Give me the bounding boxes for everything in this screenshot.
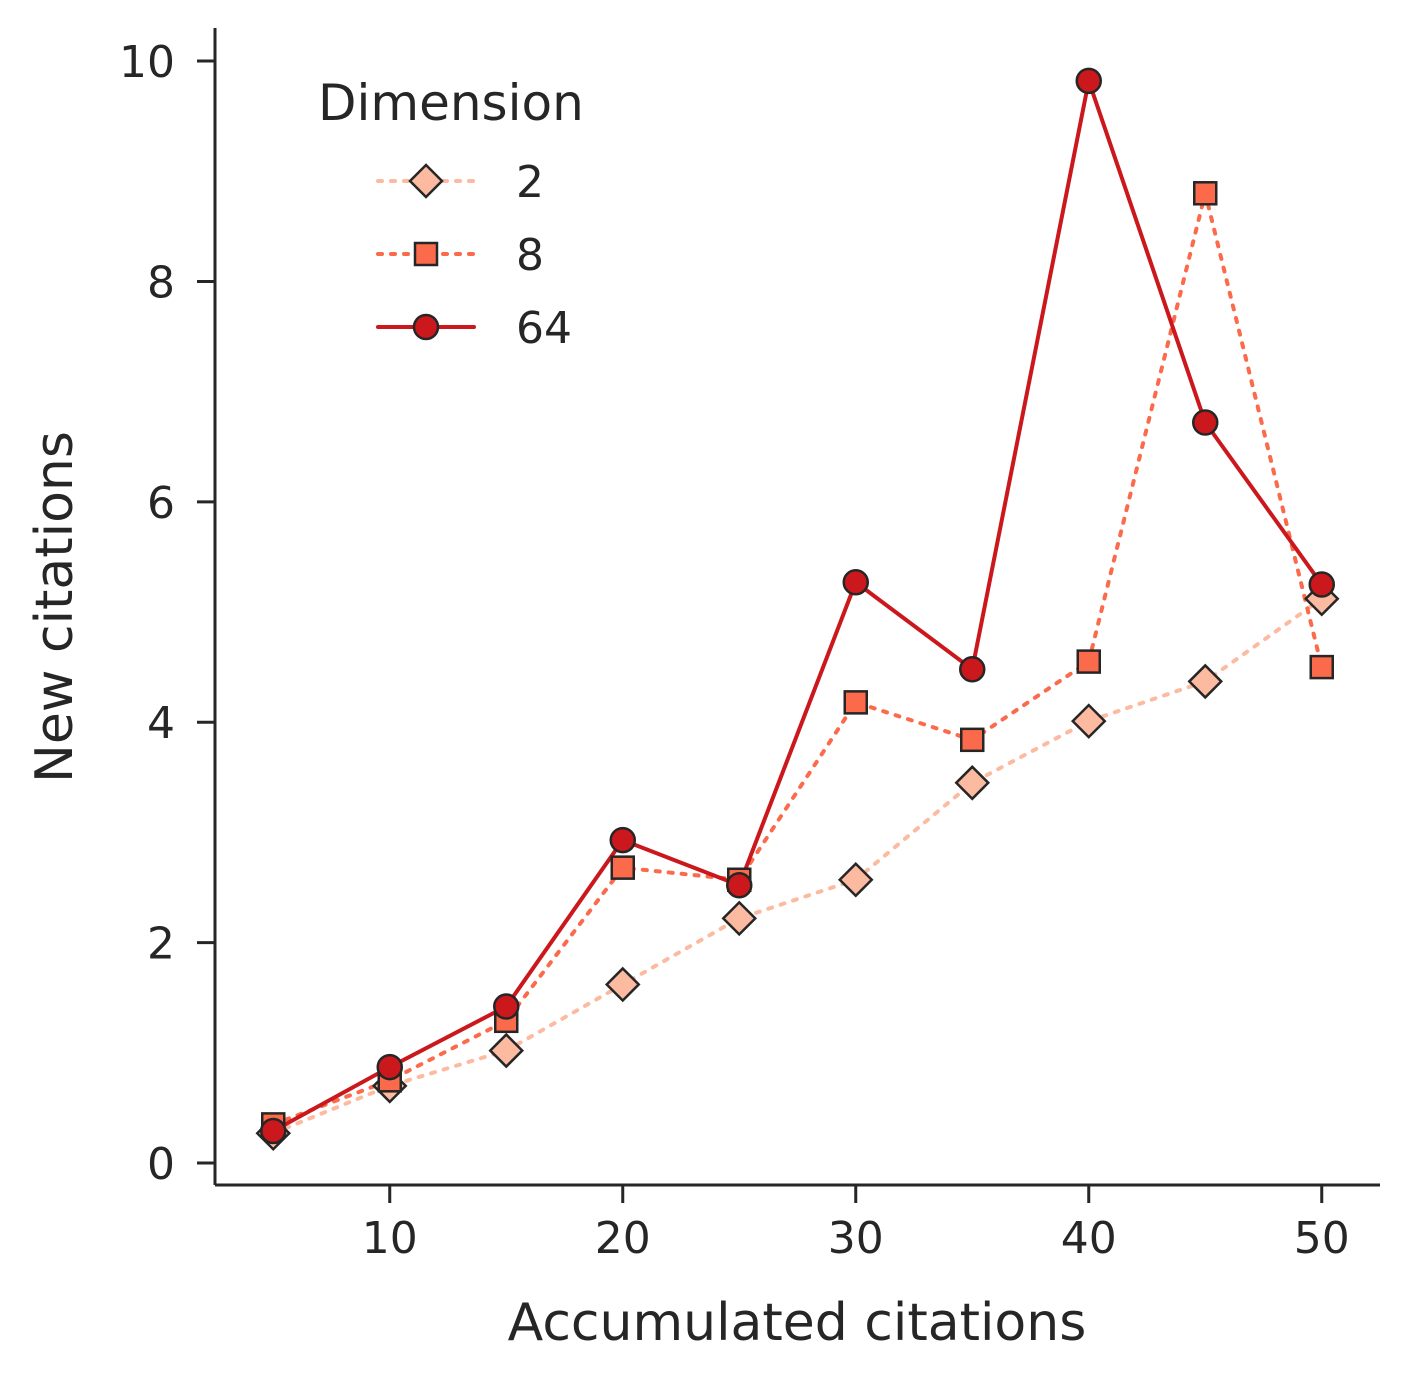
data-point-dim-2 (721, 900, 758, 937)
legend-label-dim-64: 64 (516, 303, 572, 354)
data-point-dim-8 (610, 855, 635, 880)
legend-title: Dimension (318, 74, 584, 132)
x-tick-label: 40 (1061, 1213, 1117, 1264)
data-point-dim-64 (493, 993, 520, 1020)
x-tick-label: 20 (595, 1213, 651, 1264)
legend: Dimension 2 8 64 (318, 74, 584, 354)
data-point-dim-64 (1192, 409, 1219, 436)
data-point-dim-8 (1193, 181, 1218, 206)
data-point-dim-2 (488, 1032, 525, 1069)
x-tick-label: 10 (362, 1213, 418, 1264)
y-axis-title: New citations (25, 431, 85, 783)
data-point-dim-64 (376, 1053, 403, 1081)
axes (213, 28, 1380, 1187)
y-tick-label: 6 (147, 478, 175, 529)
data-point-dim-2 (1070, 703, 1107, 739)
legend-label-dim-8: 8 (516, 230, 544, 281)
y-tick-label: 0 (147, 1139, 175, 1190)
data-point-dim-64 (726, 872, 753, 899)
data-point-dim-64 (260, 1117, 287, 1145)
y-tick-label: 2 (147, 919, 175, 970)
legend-label-dim-2: 2 (516, 157, 544, 208)
x-axis-title: Accumulated citations (508, 1293, 1087, 1353)
legend-marker-dim-2 (408, 163, 444, 199)
data-point-dim-8 (843, 690, 868, 715)
y-tick-label: 10 (119, 37, 175, 88)
data-point-dim-64 (1308, 571, 1335, 598)
series-line-dim-64 (271, 78, 1324, 1134)
y-axis-ticks: 0 2 4 6 8 10 (119, 37, 215, 1190)
y-tick-label: 8 (147, 257, 175, 308)
data-point-dim-2 (1187, 663, 1224, 700)
legend-marker-dim-64 (412, 313, 440, 341)
series-markers (255, 67, 1340, 1151)
x-tick-label: 30 (828, 1213, 884, 1264)
series-lines (271, 78, 1324, 1136)
legend-items: 2 8 64 (376, 157, 572, 354)
data-point-dim-2 (604, 966, 641, 1003)
data-point-dim-8 (960, 727, 985, 753)
data-point-dim-2 (837, 862, 874, 898)
data-point-dim-64 (959, 656, 986, 683)
data-point-dim-64 (609, 826, 636, 854)
data-point-dim-8 (1309, 654, 1334, 680)
y-tick-label: 4 (147, 698, 175, 749)
series-line-dim-2 (271, 596, 1324, 1136)
data-point-dim-64 (842, 569, 869, 596)
data-point-dim-2 (954, 765, 991, 801)
data-point-dim-64 (1075, 67, 1102, 95)
x-axis-ticks: 10 20 30 40 50 (362, 1185, 1350, 1264)
legend-marker-dim-8 (413, 241, 439, 267)
x-tick-label: 50 (1294, 1213, 1350, 1264)
data-point-dim-8 (1076, 649, 1101, 674)
